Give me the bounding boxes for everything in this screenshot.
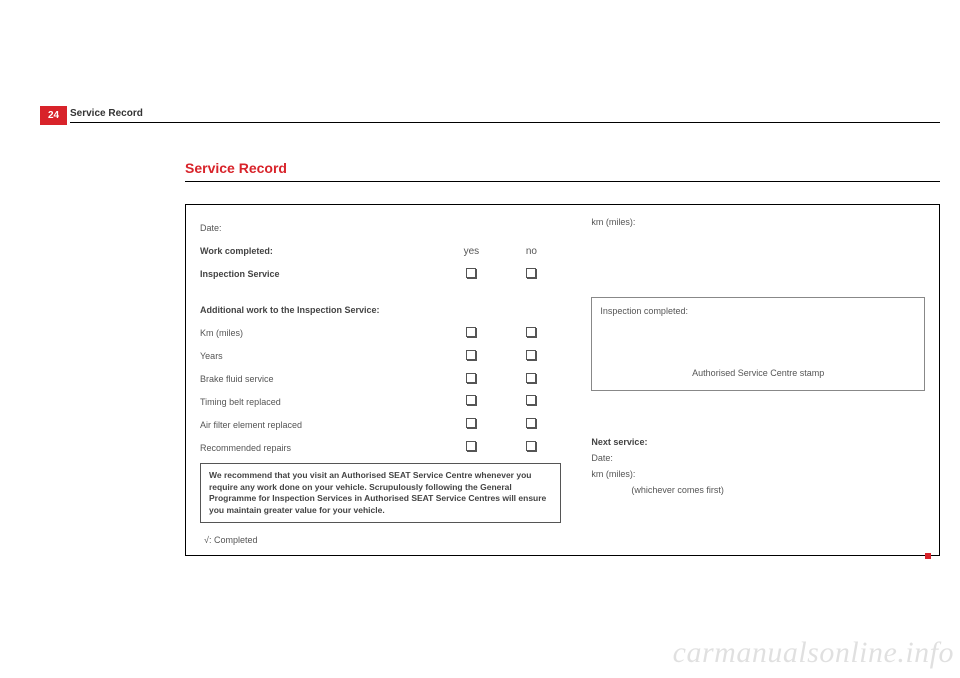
page-title: Service Record [185, 160, 287, 176]
item-label: Recommended repairs [200, 443, 441, 453]
stamp-text: Authorised Service Centre stamp [600, 368, 916, 378]
km-label: km (miles): [591, 217, 925, 227]
whichever-label: (whichever comes first) [591, 485, 925, 495]
checkbox-icon[interactable] [466, 268, 476, 278]
recommendation-box: We recommend that you visit an Authorise… [200, 463, 561, 523]
right-column: km (miles): Inspection completed: Author… [591, 217, 925, 545]
next-km-label: km (miles): [591, 469, 925, 479]
checkbox-icon[interactable] [466, 418, 476, 428]
checkbox-icon[interactable] [526, 395, 536, 405]
item-label: Brake fluid service [200, 374, 441, 384]
next-date-label: Date: [591, 453, 925, 463]
header-no: no [501, 246, 561, 257]
checkbox-icon[interactable] [526, 373, 536, 383]
inspection-service-label: Inspection Service [200, 269, 441, 279]
completed-legend: √: Completed [200, 535, 561, 545]
next-service-label: Next service: [591, 437, 925, 447]
item-label: Air filter element replaced [200, 420, 441, 430]
stamp-title: Inspection completed: [600, 306, 916, 316]
checkbox-icon[interactable] [466, 441, 476, 451]
completed-legend-text: √: Completed [204, 535, 257, 545]
checkbox-icon[interactable] [526, 327, 536, 337]
header-bar: Service Record [70, 106, 940, 123]
checkbox-icon[interactable] [526, 441, 536, 451]
header-text: Service Record [70, 108, 143, 121]
checkbox-icon[interactable] [466, 350, 476, 360]
end-marker-icon [925, 553, 931, 559]
additional-work-label: Additional work to the Inspection Servic… [200, 305, 561, 315]
stamp-box: Inspection completed: Authorised Service… [591, 297, 925, 391]
checkbox-icon[interactable] [526, 268, 536, 278]
date-label: Date: [200, 223, 561, 233]
page-number-tab: 24 [40, 106, 67, 125]
item-label: Km (miles) [200, 328, 441, 338]
checkbox-icon[interactable] [466, 327, 476, 337]
title-row: Service Record [185, 160, 940, 182]
checkbox-icon[interactable] [526, 350, 536, 360]
next-service-block: Next service: Date: km (miles): (whichev… [591, 437, 925, 501]
item-label: Years [200, 351, 441, 361]
checkbox-icon[interactable] [466, 395, 476, 405]
service-record-form: Date: Work completed: yes no Inspection … [185, 204, 940, 556]
work-completed-label: Work completed: [200, 246, 441, 256]
watermark-text: carmanualsonline.info [673, 636, 954, 670]
item-label: Timing belt replaced [200, 397, 441, 407]
checkbox-icon[interactable] [466, 373, 476, 383]
left-column: Date: Work completed: yes no Inspection … [200, 217, 561, 545]
checkbox-icon[interactable] [526, 418, 536, 428]
header-yes: yes [441, 246, 501, 257]
